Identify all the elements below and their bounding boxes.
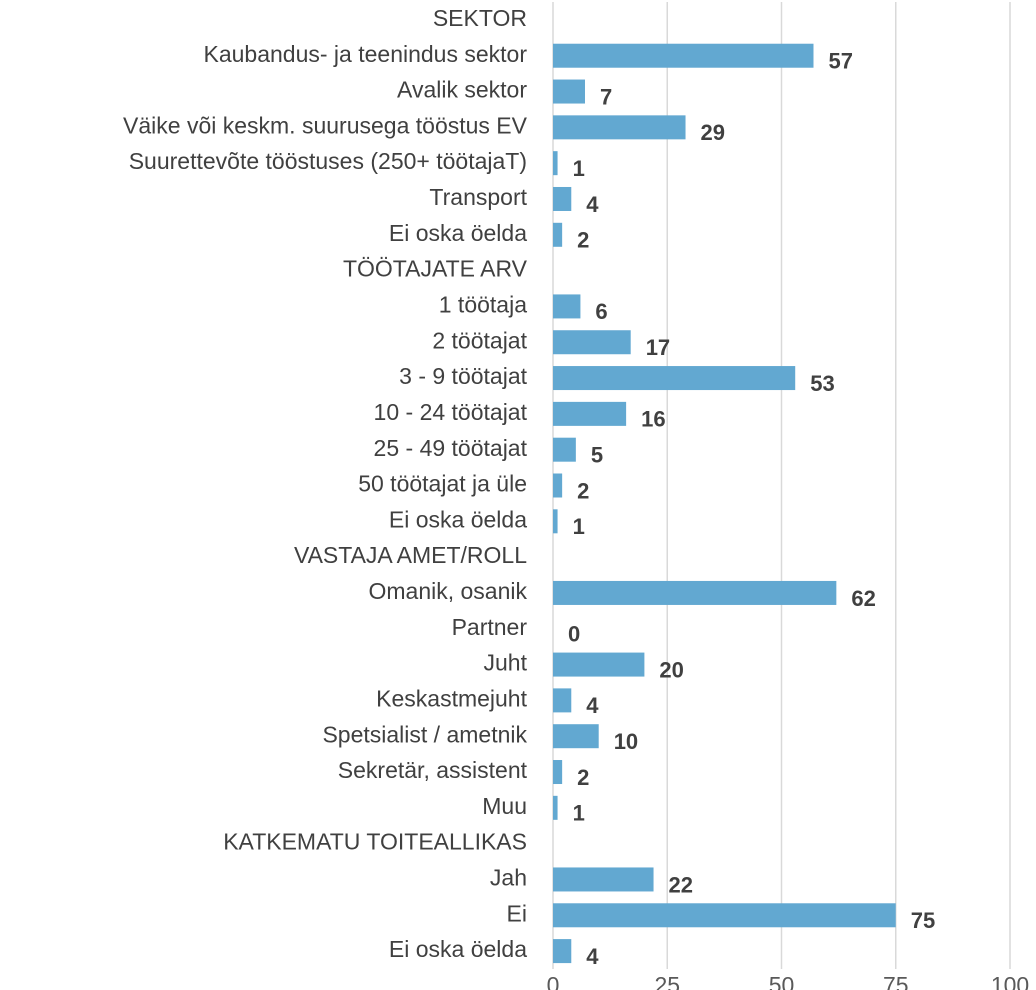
bar	[553, 509, 558, 534]
value-label: 4	[586, 192, 599, 217]
category-label: Omanik, osanik	[368, 578, 527, 604]
bar	[553, 330, 631, 355]
value-label: 0	[568, 622, 580, 647]
category-label: Ei oska öelda	[389, 506, 527, 532]
bar	[553, 652, 645, 677]
category-label: Transport	[429, 184, 527, 210]
x-tick-label: 25	[654, 972, 680, 990]
category-label: TÖÖTAJATE ARV	[343, 256, 528, 282]
value-label: 62	[851, 586, 875, 611]
category-label: Ei oska öelda	[389, 936, 527, 962]
bar	[553, 760, 563, 785]
category-label: 2 töötajat	[432, 327, 527, 353]
bar	[553, 688, 572, 713]
value-label: 7	[600, 84, 612, 109]
value-label: 2	[577, 228, 589, 253]
value-label: 5	[591, 442, 603, 467]
value-label: 20	[659, 657, 683, 682]
value-label: 53	[810, 371, 834, 396]
value-label: 17	[646, 335, 670, 360]
bar	[553, 939, 572, 964]
value-label: 2	[577, 765, 589, 790]
category-label: 3 - 9 töötajat	[399, 363, 527, 389]
bar	[553, 186, 572, 211]
category-label: 10 - 24 töötajat	[374, 399, 528, 425]
category-label: Jah	[490, 865, 527, 891]
value-label: 1	[573, 514, 585, 539]
category-label: 50 töötajat ja üle	[358, 471, 527, 497]
value-label: 29	[701, 120, 725, 145]
x-tick-label: 100	[991, 972, 1029, 990]
value-label: 2	[577, 478, 589, 503]
category-label: SEKTOR	[433, 5, 527, 31]
category-label: Partner	[452, 614, 528, 640]
bar	[553, 294, 581, 319]
category-label: VASTAJA AMET/ROLL	[294, 542, 527, 568]
value-label: 1	[573, 156, 585, 181]
bar	[553, 401, 627, 426]
category-label: Spetsialist / ametnik	[322, 721, 527, 747]
category-label: KATKEMATU TOITEALLIKAS	[223, 829, 527, 855]
bar	[553, 903, 896, 928]
value-label: 10	[614, 729, 638, 754]
category-label: Ei oska öelda	[389, 220, 527, 246]
value-label: 16	[641, 407, 665, 432]
category-label: Väike või keskm. suurusega tööstus EV	[123, 112, 528, 138]
x-tick-label: 75	[883, 972, 909, 990]
category-label: Ei	[507, 900, 527, 926]
x-tick-label: 50	[769, 972, 795, 990]
bar	[553, 222, 563, 247]
bar	[553, 437, 576, 462]
bar	[553, 115, 686, 140]
category-label: Kaubandus- ja teenindus sektor	[204, 41, 528, 67]
category-label: Juht	[484, 650, 528, 676]
x-tick-label: 0	[547, 972, 560, 990]
value-label: 1	[573, 801, 585, 826]
value-label: 75	[911, 908, 935, 933]
category-label: Suurettevõte tööstuses (250+ töötajaT)	[129, 148, 527, 174]
bar	[553, 151, 558, 176]
value-label: 22	[669, 872, 693, 897]
bar	[553, 795, 558, 820]
category-label: 1 töötaja	[439, 292, 527, 318]
value-label: 6	[595, 299, 607, 324]
bar	[553, 43, 814, 68]
bar	[553, 724, 599, 749]
category-label: 25 - 49 töötajat	[374, 435, 528, 461]
category-label: Sekretär, assistent	[338, 757, 528, 783]
bar	[553, 79, 585, 104]
category-label: Muu	[482, 793, 527, 819]
bar	[553, 473, 563, 498]
value-label: 4	[586, 693, 599, 718]
bar	[553, 580, 837, 605]
value-label: 57	[828, 49, 852, 74]
bar	[553, 366, 796, 391]
value-label: 4	[586, 944, 599, 969]
category-label: Avalik sektor	[397, 77, 527, 103]
category-label: Keskastmejuht	[376, 685, 527, 711]
bar	[553, 867, 654, 892]
